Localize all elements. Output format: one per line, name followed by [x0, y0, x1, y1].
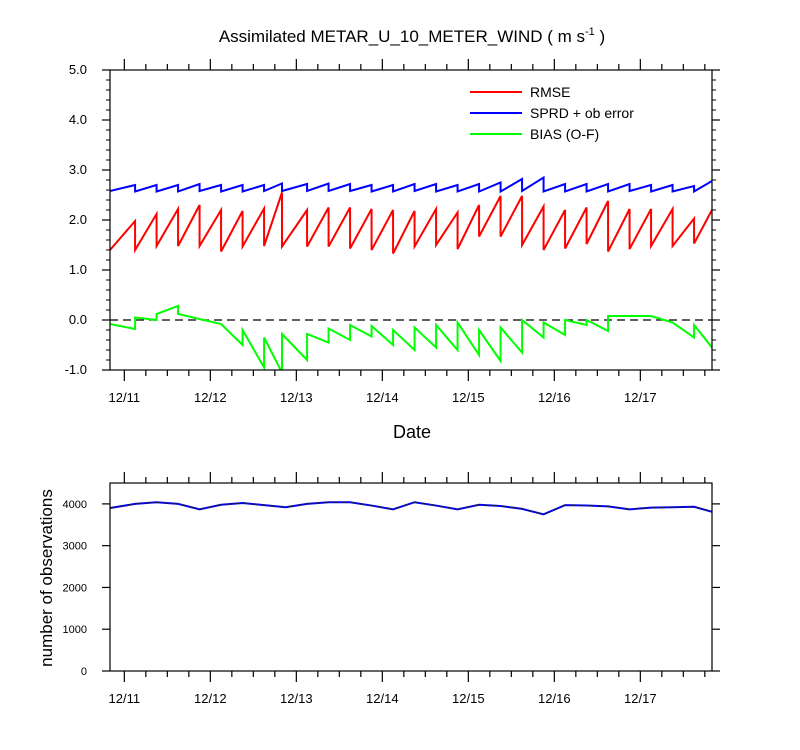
y-tick-label: 1.0 [69, 262, 87, 277]
y-tick-label: 0.0 [69, 312, 87, 327]
y-tick-label: 2000 [63, 582, 87, 594]
series-line-overlay [110, 501, 712, 515]
x-tick-label: 12/14 [366, 390, 399, 405]
x-tick-label: 12/11 [109, 390, 141, 405]
plot-frame [109, 482, 713, 672]
x-tick-label: 12/13 [280, 691, 313, 706]
x-tick-label: 12/17 [624, 691, 657, 706]
series-line-sprd-ob-error [110, 175, 712, 194]
x-tick-label: 12/16 [538, 691, 571, 706]
legend-entry: BIAS (O-F) [530, 126, 599, 142]
x-tick-label: 12/12 [194, 390, 227, 405]
x-tick-label: 12/15 [452, 390, 485, 405]
x-tick-label: 12/16 [538, 390, 571, 405]
x-tick-label: 12/12 [194, 691, 227, 706]
x-tick-label: 12/13 [280, 390, 313, 405]
series-line-rmse [110, 192, 712, 254]
x-tick-label: 12/11 [109, 691, 141, 706]
y-axis-label: number of observations [37, 489, 56, 667]
y-tick-label: 3000 [63, 541, 87, 553]
y-tick-label: 5.0 [69, 62, 87, 77]
legend-entry: RMSE [530, 84, 570, 100]
y-tick-label: 1000 [63, 624, 87, 636]
series-line-bias-o-f [110, 304, 712, 370]
x-tick-label: 12/14 [366, 691, 399, 706]
y-tick-label: -1.0 [65, 362, 87, 377]
y-tick-label: 4.0 [69, 112, 87, 127]
legend-entry: SPRD + ob error [530, 105, 634, 121]
chart-title: Assimilated METAR_U_10_METER_WIND ( m s-… [219, 26, 605, 46]
y-tick-label: 3.0 [69, 162, 87, 177]
y-tick-label: 0 [81, 666, 87, 678]
x-tick-label: 12/15 [452, 691, 485, 706]
x-tick-label: 12/17 [624, 390, 657, 405]
y-tick-label: 2.0 [69, 212, 87, 227]
rmse-chart-panel: Assimilated METAR_U_10_METER_WIND ( m s-… [65, 26, 720, 442]
series-line-observations [110, 501, 712, 516]
observations-chart-panel: 12/11 12/12 12/13 12/14 12/15 12/16 12/17 4000… [37, 472, 720, 706]
y-tick-label: 4000 [63, 499, 87, 511]
x-axis-label: Date [393, 422, 431, 442]
legend: RMSE SPRD + ob error BIAS (O-F) [470, 84, 634, 142]
